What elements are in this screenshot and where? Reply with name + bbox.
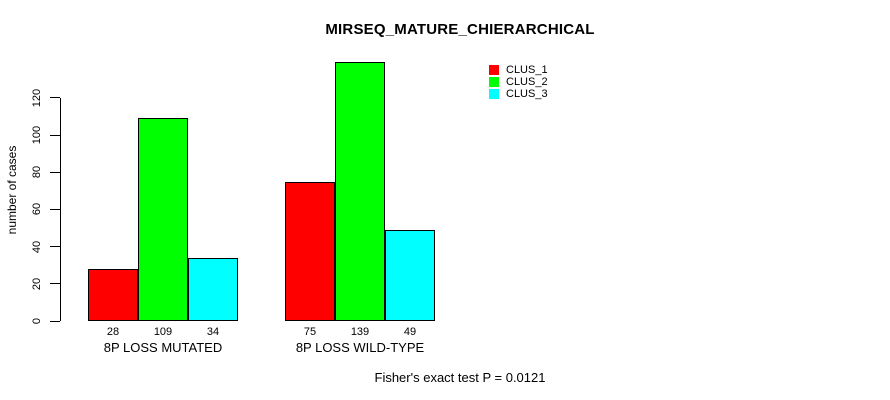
bar-clus_2 (138, 118, 188, 321)
bar-clus_3 (188, 257, 238, 321)
legend-item: CLUS_2 (489, 76, 548, 88)
legend: CLUS_1 CLUS_2 CLUS_3 (489, 64, 589, 104)
y-axis-line (60, 97, 61, 321)
bar-value-label: 49 (403, 326, 417, 338)
y-tick-mark (50, 97, 60, 99)
legend-label: CLUS_2 (506, 76, 548, 88)
chart-title: MIRSEQ_MATURE_CHIERARCHICAL (325, 21, 595, 38)
x-category-label: 8P LOSS MUTATED (103, 340, 223, 355)
y-tick-label: 80 (31, 166, 43, 179)
bar-value-label: 28 (106, 326, 120, 338)
legend-item: CLUS_3 (489, 88, 548, 100)
bar-clus_1 (285, 181, 335, 321)
y-tick-label: 40 (31, 240, 43, 253)
y-tick-label: 60 (31, 203, 43, 216)
annotation-fisher-test: Fisher's exact test P = 0.0121 (374, 370, 546, 385)
legend-swatch-clus_3 (489, 89, 499, 99)
x-category-label: 8P LOSS WILD-TYPE (295, 340, 425, 355)
y-tick-mark (50, 246, 60, 248)
bar-clus_3 (385, 229, 435, 321)
y-tick-label: 100 (31, 125, 43, 145)
y-tick-mark (50, 208, 60, 210)
y-tick-label: 120 (31, 88, 43, 107)
bar-clus_2 (335, 62, 385, 321)
bar-value-label: 34 (206, 326, 220, 338)
bar-value-label: 139 (350, 326, 370, 338)
y-tick-mark (50, 134, 60, 136)
y-tick-mark (50, 171, 60, 173)
bar-clus_1 (88, 268, 138, 321)
bar-value-label: 75 (303, 326, 317, 338)
y-tick-label: 0 (31, 317, 43, 325)
bar-value-label: 109 (153, 326, 173, 338)
legend-swatch-clus_2 (489, 77, 499, 87)
y-tick-mark (50, 283, 60, 285)
legend-item: CLUS_1 (489, 64, 548, 76)
legend-swatch-clus_1 (489, 65, 499, 75)
legend-label: CLUS_1 (506, 64, 548, 76)
y-tick-mark (50, 320, 60, 322)
y-tick-label: 20 (31, 277, 43, 290)
legend-label: CLUS_3 (506, 88, 548, 100)
